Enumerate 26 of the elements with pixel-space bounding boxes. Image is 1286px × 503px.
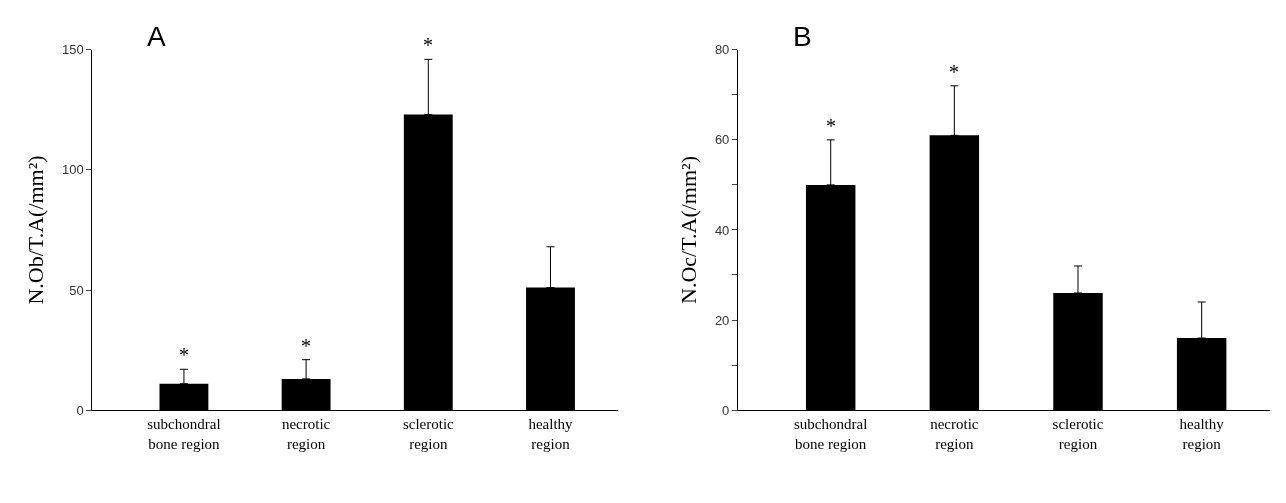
y-tick-label: 150 — [61, 42, 84, 58]
y-axis-title: N.Oc/T.A(/mm²) — [675, 155, 701, 304]
chart-title: B — [793, 21, 812, 52]
x-tick-label: healthy region — [1179, 416, 1225, 452]
x-tick-label: necrotic region — [281, 416, 331, 452]
x-tick-label: subchondral bone region — [147, 416, 221, 452]
x-tick-label: sclerotic region — [402, 416, 455, 452]
annotation: * — [423, 34, 433, 56]
y-tick-label: 60 — [714, 132, 730, 148]
x-tick-label: necrotic region — [930, 416, 979, 452]
annotation: * — [949, 61, 959, 83]
y-tick-label: 20 — [714, 312, 730, 328]
y-axis-title: N.Ob/T.A(/mm²) — [22, 155, 48, 305]
annotation: * — [179, 344, 189, 366]
x-tick-label: sclerotic region — [1052, 416, 1104, 452]
y-tick-label: 50 — [69, 282, 84, 298]
y-tick-label: 100 — [61, 162, 84, 178]
y-tick-label: 40 — [714, 222, 730, 238]
annotation: * — [826, 115, 836, 137]
y-tick-label: 80 — [714, 42, 730, 58]
chart-title: A — [147, 21, 166, 52]
annotation: * — [301, 335, 311, 357]
x-tick-label: subchondral bone region — [794, 416, 868, 452]
y-tick-label: 0 — [722, 402, 730, 418]
x-tick-label: healthy region — [528, 416, 574, 452]
y-tick-label: 0 — [76, 402, 84, 418]
